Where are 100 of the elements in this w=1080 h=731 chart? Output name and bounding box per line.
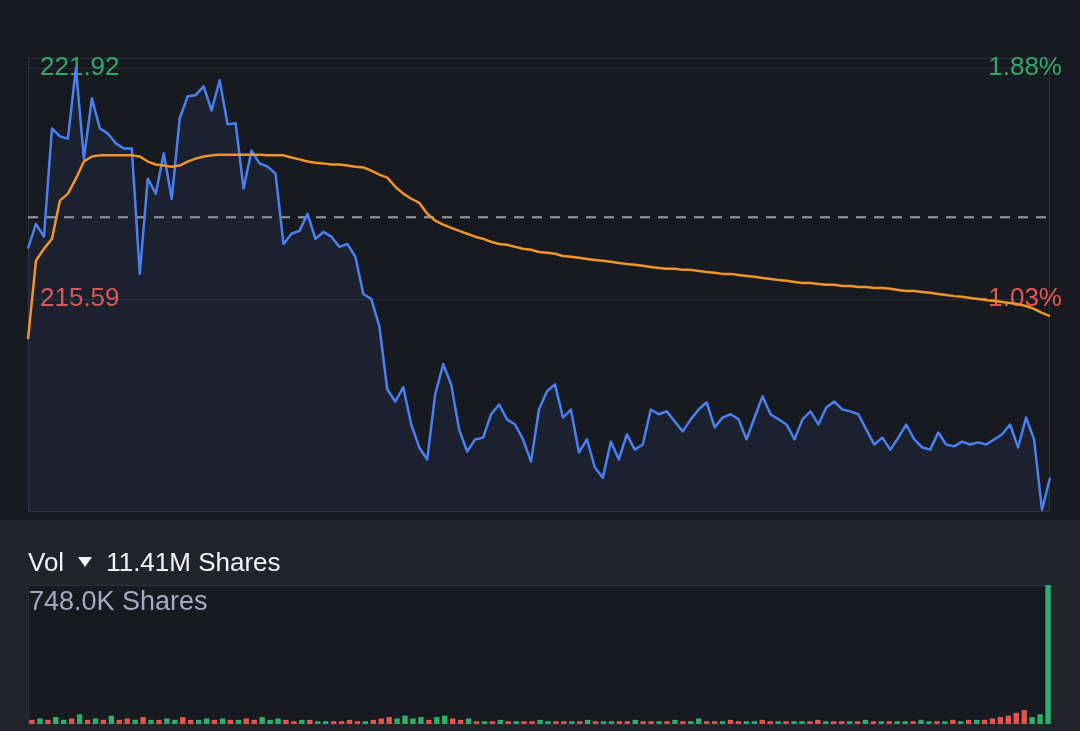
bar [846, 721, 853, 724]
bar [751, 721, 758, 724]
bar [291, 721, 297, 724]
bar [529, 721, 535, 724]
bar [156, 719, 162, 724]
bar [854, 721, 861, 724]
bar [434, 717, 440, 724]
bar [767, 721, 773, 724]
bar [219, 718, 226, 724]
bar [37, 718, 43, 724]
bar [315, 721, 321, 724]
bar [465, 718, 472, 724]
bar [322, 721, 329, 724]
bar [592, 721, 599, 724]
bar [275, 718, 281, 724]
bar [410, 718, 416, 724]
bar [402, 715, 408, 724]
bar [394, 718, 400, 724]
bar [648, 721, 654, 724]
bar [997, 717, 1004, 724]
bar [1029, 717, 1035, 724]
bar [680, 721, 686, 724]
bar [386, 717, 392, 724]
bar [330, 721, 337, 724]
bar [148, 719, 154, 724]
y2-tick-label: 1.88% [988, 51, 1062, 82]
bar [243, 718, 249, 724]
bar [926, 721, 932, 724]
chart-subtitle: 11.41M Shares [106, 546, 281, 578]
bar [124, 718, 130, 724]
bar [338, 721, 345, 724]
bar [1021, 710, 1027, 724]
bar [45, 719, 51, 724]
bar [283, 719, 289, 724]
bar [664, 721, 670, 724]
bar [68, 718, 75, 724]
bar [299, 719, 305, 724]
bar [743, 721, 750, 724]
bar [92, 718, 99, 724]
bar [918, 719, 924, 724]
bar [656, 721, 662, 724]
bar [624, 721, 631, 724]
bar [616, 721, 623, 724]
bar [354, 721, 361, 724]
bar [958, 721, 964, 724]
bar [886, 721, 892, 724]
bar [513, 721, 519, 724]
bar [704, 721, 710, 724]
bar [815, 719, 821, 724]
bar [481, 721, 488, 724]
bar [878, 721, 885, 724]
y2-tick-label: -1.03% [979, 282, 1062, 313]
bar [29, 719, 35, 724]
bar [902, 721, 908, 724]
bar [76, 714, 83, 724]
bar [259, 717, 265, 724]
bar [823, 721, 829, 724]
bar [838, 721, 845, 724]
bar [807, 721, 813, 724]
bar [172, 719, 178, 724]
bar [505, 721, 511, 724]
bar [378, 718, 384, 724]
bar [870, 721, 877, 724]
bar [696, 718, 702, 724]
bar [449, 718, 456, 724]
bar [910, 721, 916, 724]
bar [569, 721, 575, 724]
bar [180, 717, 186, 724]
chart-title: Vol [28, 546, 65, 578]
bar [775, 721, 781, 724]
bar [362, 721, 369, 724]
bar [545, 721, 551, 724]
bar [735, 721, 742, 724]
bar [791, 721, 797, 724]
bar [1045, 585, 1051, 724]
y-tick-label: 215.59 [40, 282, 120, 313]
bar [942, 721, 948, 724]
y-tick-label: 221.92 [40, 51, 120, 82]
bar [537, 719, 543, 724]
bar [140, 717, 146, 724]
bar [640, 721, 646, 724]
bar [418, 717, 424, 724]
bar [489, 721, 496, 724]
bar [426, 719, 432, 724]
bar [600, 721, 607, 724]
bar [1013, 712, 1019, 724]
bar [203, 718, 210, 724]
bar [473, 721, 480, 724]
bar [576, 721, 583, 724]
bar [831, 721, 837, 724]
bar [894, 721, 900, 724]
bar [989, 718, 996, 724]
bar [688, 721, 694, 724]
bar [553, 721, 559, 724]
bar [53, 717, 59, 724]
bar [132, 719, 138, 724]
bar [783, 721, 789, 724]
bar [711, 721, 718, 724]
bar [608, 721, 615, 724]
bar [672, 719, 678, 724]
